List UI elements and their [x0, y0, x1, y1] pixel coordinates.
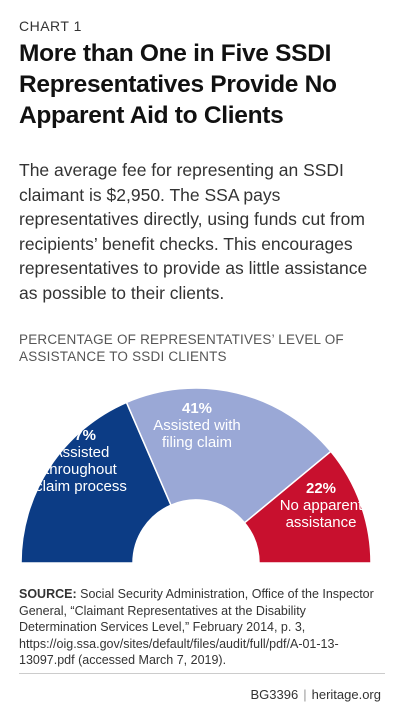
- slice-label-no-assistance: 22% No apparent assistance: [275, 480, 367, 531]
- source-prefix: SOURCE:: [19, 587, 77, 601]
- slice-1: [125, 387, 332, 524]
- footer: BG3396 | heritage.org: [251, 687, 381, 702]
- chart-subtitle: PERCENTAGE OF REPRESENTATIVES’ LEVEL OF …: [19, 332, 344, 364]
- slice-text-no-assistance: No apparent assistance: [279, 497, 363, 531]
- semicircle-chart: [20, 387, 372, 564]
- slice-label-assisted-throughout: 37% Assisted throughout claim process: [33, 427, 129, 495]
- source-note: SOURCE: Social Security Administration, …: [19, 586, 385, 669]
- report-code: BG3396: [250, 687, 299, 702]
- slice-text-assisted-filing: Assisted with filing claim: [153, 417, 241, 451]
- slice-percent-22: 22%: [305, 480, 337, 497]
- footer-separator: |: [303, 687, 307, 702]
- slice-label-assisted-filing: 41% Assisted with filing claim: [149, 400, 245, 451]
- chart-description: The average fee for representing an SSDI…: [19, 160, 368, 303]
- source-text: Social Security Administration, Office o…: [19, 587, 374, 667]
- footer-divider: [19, 673, 385, 674]
- slice-text-assisted-throughout: Assisted throughout claim process: [35, 444, 127, 495]
- slice-percent-37: 37%: [65, 427, 97, 444]
- site-link[interactable]: heritage.org: [311, 687, 381, 702]
- chart-number: CHART 1: [19, 18, 82, 34]
- slice-percent-41: 41%: [181, 400, 213, 417]
- slice-2: [243, 450, 372, 564]
- slice-0: [20, 401, 172, 564]
- chart-title: More than One in Five SSDI Representativ…: [19, 40, 337, 129]
